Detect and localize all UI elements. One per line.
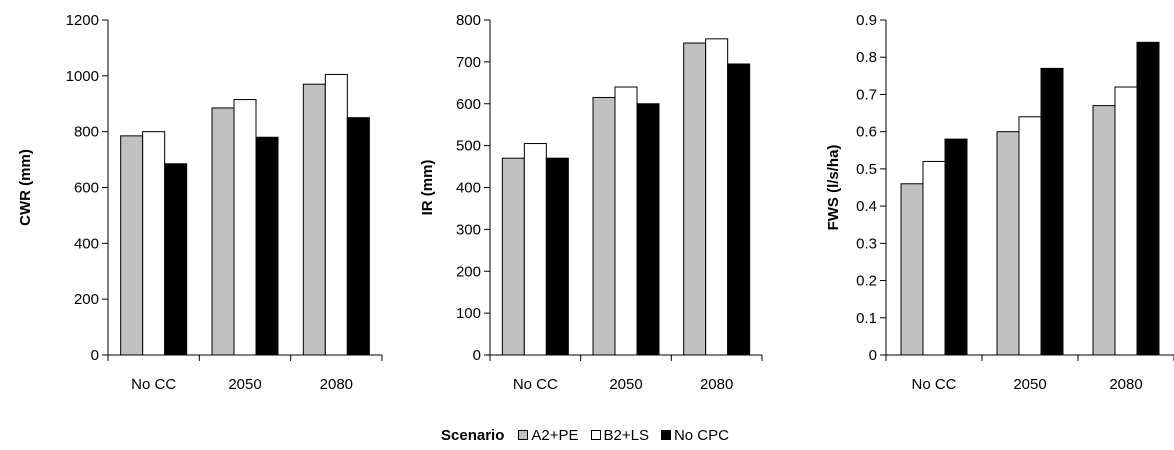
bar-a2-pe [1092, 105, 1116, 356]
y-axis-title: IR (mm) [419, 160, 436, 216]
y-tick-label: 0.7 [856, 86, 877, 103]
y-tick-label: 800 [456, 12, 481, 29]
y-tick-label: 0.9 [856, 12, 877, 29]
bar-no-cpc [346, 117, 370, 356]
y-tick-label: 1000 [66, 68, 99, 85]
chart-3: 0 0.1 0.2 0.3 0.4 0.5 0.6 0.7 0.8 0.9 No CC 2050 208… [825, 12, 1174, 393]
bar-b2-ls [922, 160, 946, 356]
bar-a2-pe [996, 131, 1020, 356]
y-tick-label: 400 [74, 235, 99, 252]
bar-b2-ls [1018, 116, 1042, 356]
chart-2: 0 100 200 300 400 500 600 700 800 No CC 2050 2080 IR… [419, 12, 763, 393]
y-tick-label: 0.3 [856, 235, 877, 252]
y-tick-label: 0.8 [856, 49, 877, 66]
legend: Scenario A2+PE B2+LS No CPC [0, 424, 1174, 446]
bar-no-cpc [727, 63, 751, 356]
x-tick-label: 2080 [700, 376, 733, 393]
y-tick-label: 0.4 [856, 198, 877, 215]
y-tick-label: 300 [456, 221, 481, 238]
bar-no-cpc [545, 157, 569, 356]
y-tick-label: 600 [456, 96, 481, 113]
bar-b2-ls [233, 99, 257, 356]
legend-label-b2-ls: B2+LS [603, 426, 649, 444]
y-tick-label: 0.5 [856, 161, 877, 178]
legend-swatch-b2-ls [590, 430, 601, 440]
bar-a2-pe [592, 96, 616, 356]
bar-a2-pe [120, 135, 144, 356]
legend-item-b2-ls: B2+LS [590, 426, 649, 444]
bar-b2-ls [1114, 86, 1138, 356]
y-axis-title: FWS (l/s/ha) [825, 145, 842, 231]
bar-no-cpc [1040, 67, 1064, 356]
y-tick-label: 600 [74, 180, 99, 197]
y-axis-title: CWR (mm) [17, 149, 34, 226]
bar-a2-pe [501, 157, 525, 356]
legend-label-a2-pe: A2+PE [531, 426, 579, 444]
y-tick-label: 400 [456, 180, 481, 197]
y-tick-label: 200 [456, 263, 481, 280]
bar-b2-ls [324, 73, 348, 356]
bar-no-cpc [164, 163, 188, 356]
bar-no-cpc [944, 138, 968, 356]
bar-no-cpc [255, 136, 279, 356]
x-tick-label: No CC [513, 376, 558, 393]
y-tick-label: 0 [473, 347, 481, 364]
y-tick-label: 0.6 [856, 124, 877, 141]
chart-1: 0 200 400 600 800 1000 1200 No CC 2050 2080 CWR (m… [17, 12, 383, 393]
x-tick-label: 2050 [609, 376, 642, 393]
bar-b2-ls [523, 143, 547, 356]
legend-label-no-cpc: No CPC [673, 426, 729, 444]
y-tick-label: 700 [456, 54, 481, 71]
legend-title: Scenario [441, 426, 505, 444]
bar-a2-pe [302, 83, 326, 356]
x-tick-label: No CC [911, 376, 956, 393]
y-tick-label: 0.1 [856, 310, 877, 327]
legend-item-no-cpc: No CPC [660, 426, 729, 444]
x-tick-label: 2080 [320, 376, 353, 393]
bar-a2-pe [211, 107, 235, 356]
y-tick-label: 0.2 [856, 273, 877, 290]
y-tick-label: 200 [74, 291, 99, 308]
legend-item-a2-pe: A2+PE [518, 426, 579, 444]
y-tick-label: 1200 [66, 12, 99, 29]
bar-b2-ls [614, 86, 638, 356]
x-tick-label: 2050 [228, 376, 261, 393]
y-tick-label: 0 [869, 347, 877, 364]
x-tick-label: 2050 [1013, 376, 1046, 393]
y-tick-label: 100 [456, 305, 481, 322]
legend-swatch-a2-pe [518, 430, 529, 440]
bar-no-cpc [636, 103, 660, 356]
bar-b2-ls [705, 38, 729, 356]
x-tick-label: 2080 [1109, 376, 1142, 393]
bar-no-cpc [1136, 41, 1160, 356]
y-tick-label: 0 [91, 347, 99, 364]
legend-swatch-no-cpc [660, 430, 671, 440]
bar-b2-ls [142, 131, 166, 356]
bar-a2-pe [683, 42, 707, 356]
x-tick-label: No CC [131, 376, 176, 393]
y-tick-label: 500 [456, 138, 481, 155]
bar-a2-pe [900, 183, 924, 356]
y-tick-label: 800 [74, 124, 99, 141]
